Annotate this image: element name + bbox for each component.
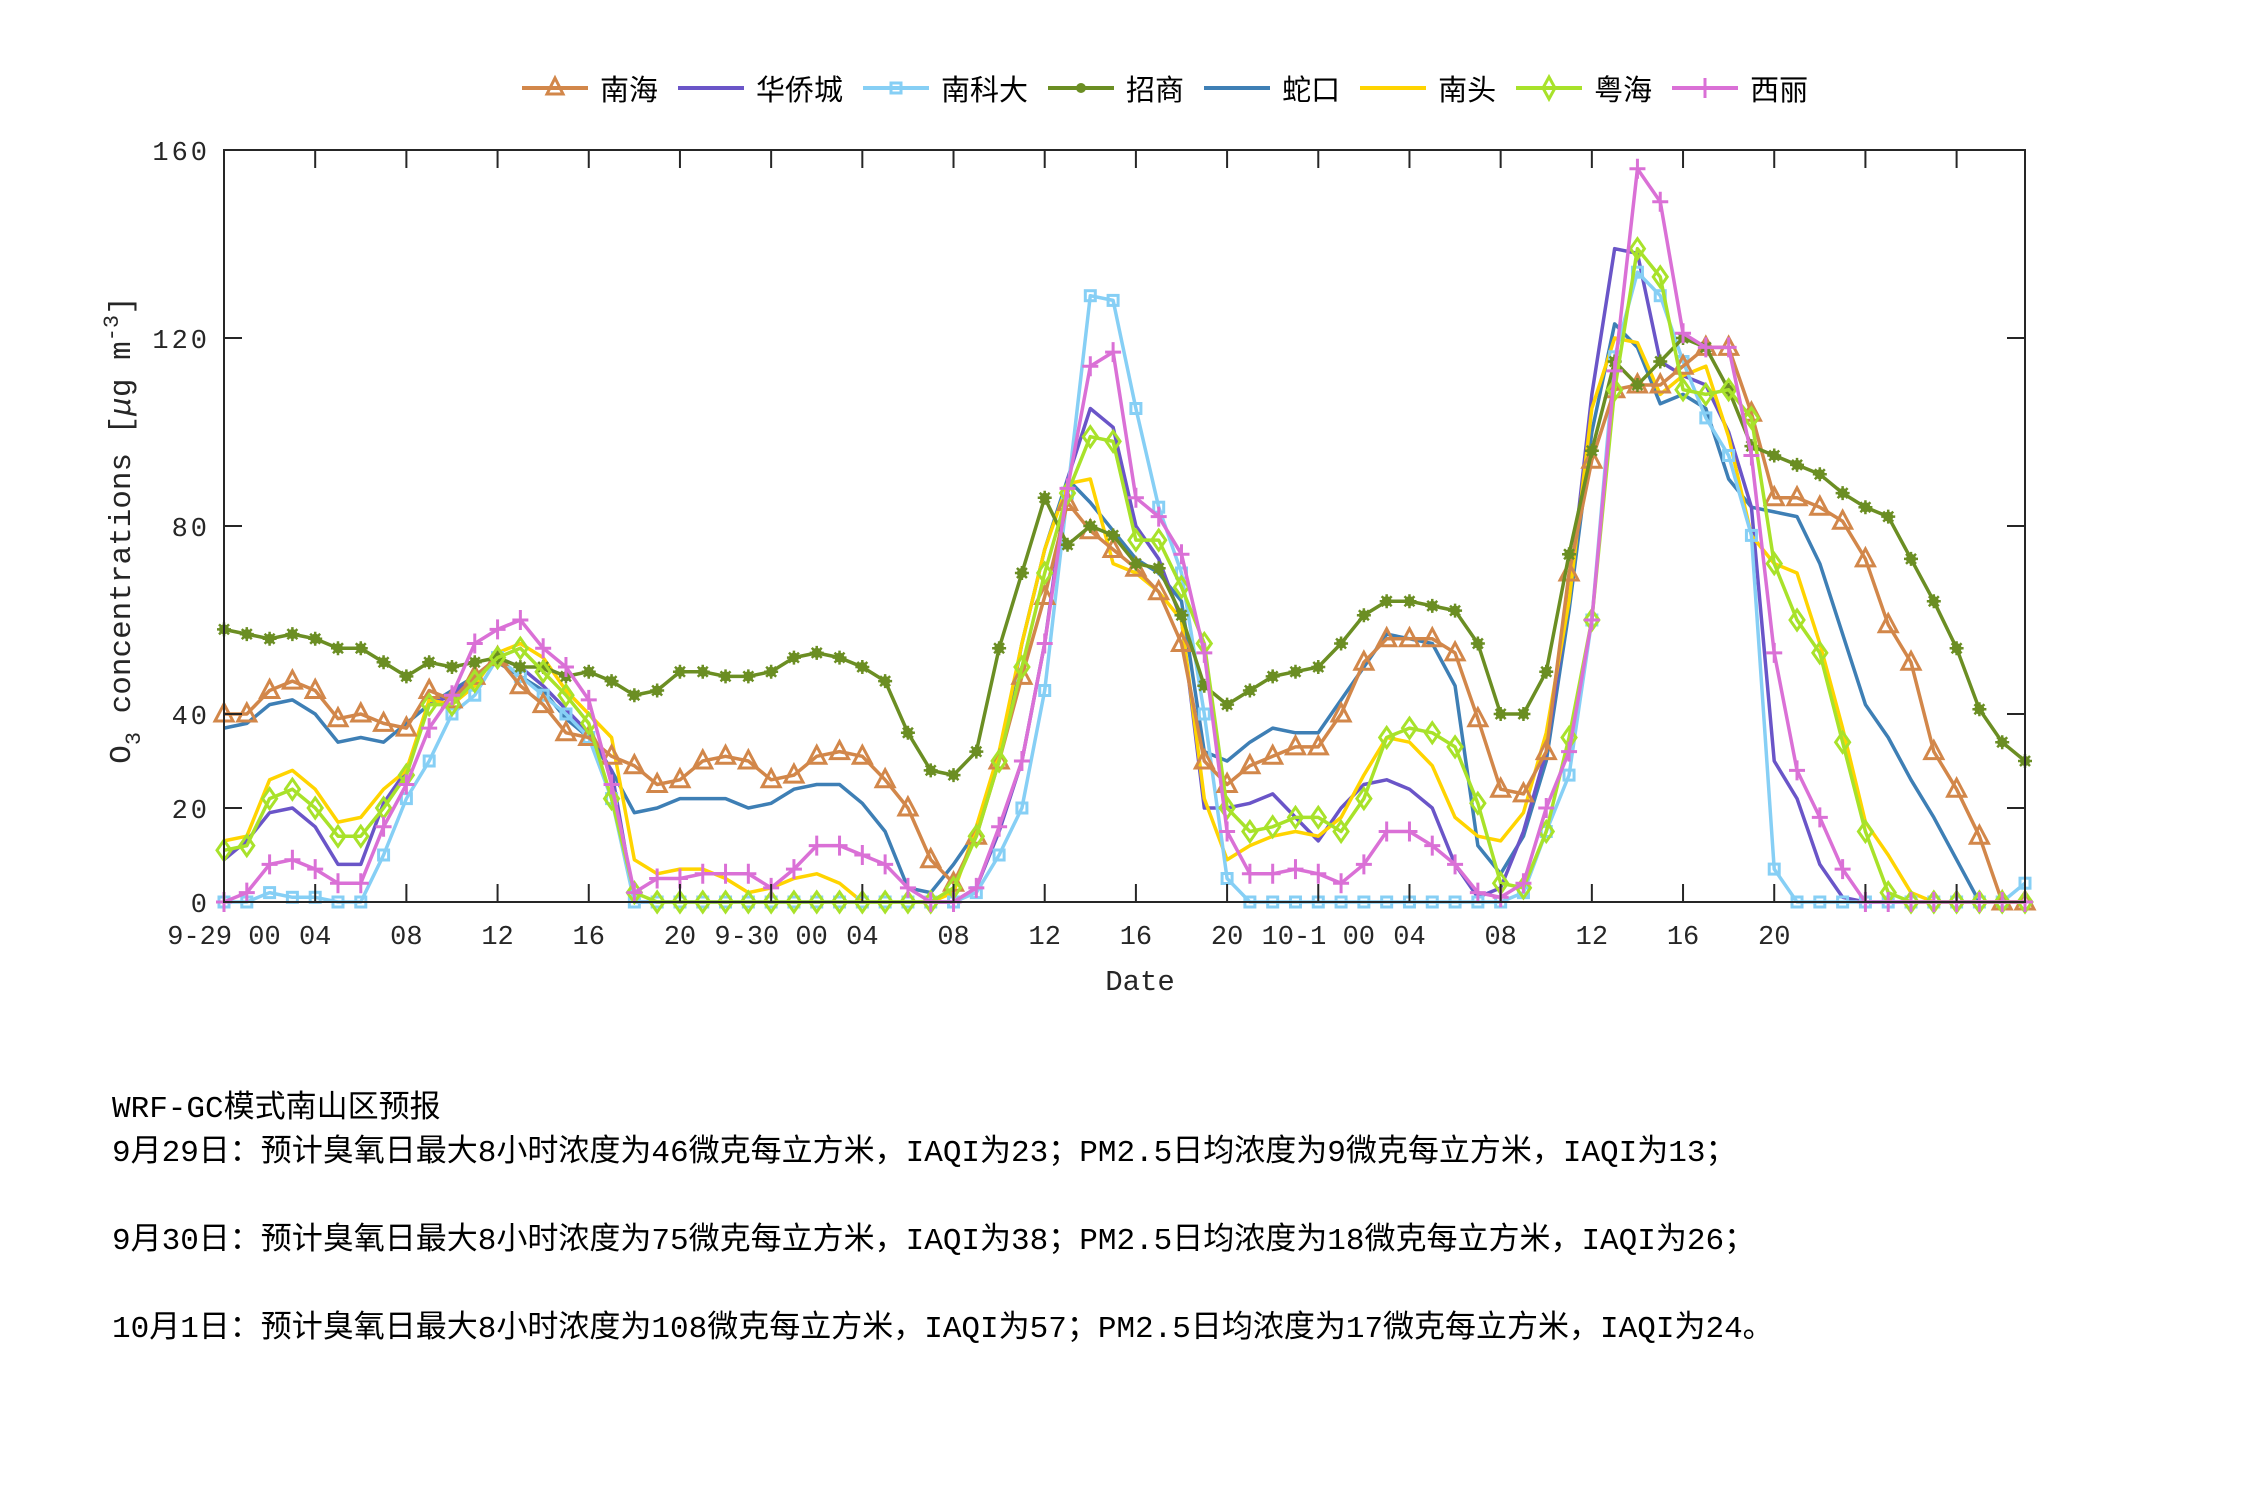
forecast-line-1001: 10月1日：预计臭氧日最大8小时浓度为108微克每立方米，IAQI为57；PM2… — [112, 1312, 1774, 1347]
y-axis-label: O3 concentrations [μg m-3] — [100, 296, 147, 764]
x-tick-label: 16 — [573, 923, 605, 953]
o3-line-chart: 0 20 40 80 120 160 9-29 00 04 08 12 16 20 9-30 00 04… — [100, 139, 2037, 999]
legend-swatch-diamond-icon — [1516, 73, 1583, 103]
y-tick-label: 80 — [172, 515, 210, 545]
legend-item-huaqiaocheng: 华侨城 — [676, 67, 843, 109]
x-axis: 9-29 00 04 08 12 16 20 9-30 00 04 08 12 16 20 10-1 0… — [167, 150, 1958, 953]
legend-item-xili: 西丽 — [1670, 67, 1808, 109]
x-tick-label: 04 — [846, 923, 878, 953]
legend-label: 南头 — [1438, 73, 1497, 107]
y-tick-label: 120 — [152, 327, 210, 357]
forecast-title: WRF-GC模式南山区预报 — [112, 1092, 441, 1127]
series-招商 — [217, 331, 2032, 783]
legend-swatch-square-icon — [863, 81, 930, 95]
legend-item-yuehai: 粤海 — [1514, 67, 1652, 109]
legend-label: 招商 — [1126, 73, 1185, 107]
legend-label: 南科大 — [941, 73, 1029, 107]
legend-label: 蛇口 — [1282, 73, 1341, 107]
x-tick-label: 20 — [1211, 923, 1243, 953]
legend-item-nanhai: 南海 — [520, 67, 658, 109]
x-tick-label: 08 — [1484, 923, 1516, 953]
legend-swatch-plus-icon — [1672, 78, 1739, 98]
legend-label: 华侨城 — [756, 73, 844, 107]
x-tick-label: 16 — [1120, 923, 1152, 953]
svg-text:O3 concentrations [μg m-3]: O3 concentrations [μg m-3] — [100, 296, 147, 764]
x-tick-label: 10-1 00 — [1262, 923, 1375, 953]
x-tick-label: 04 — [299, 923, 331, 953]
chart-legend: 南海 华侨城 南科大 招商 蛇口 南头 粤海 西丽 — [520, 66, 1826, 110]
legend-item-nantou: 南头 — [1358, 67, 1496, 109]
plot-series-group — [212, 158, 2037, 915]
legend-item-shekou: 蛇口 — [1202, 67, 1340, 109]
legend-swatch-line-icon — [1360, 86, 1427, 90]
x-tick-label: 9-30 00 — [714, 923, 827, 953]
legend-swatch-star-icon — [1048, 83, 1115, 93]
y-tick-label: 20 — [172, 797, 210, 827]
x-tick-label: 08 — [937, 923, 969, 953]
y-tick-label: 0 — [191, 891, 210, 921]
legend-swatch-line-icon — [1204, 86, 1271, 90]
forecast-line-0930: 9月30日：预计臭氧日最大8小时浓度为75微克每立方米，IAQI为38；PM2.… — [112, 1224, 1756, 1259]
x-tick-label: 12 — [1576, 923, 1608, 953]
legend-label: 南海 — [600, 73, 659, 107]
x-tick-label: 20 — [664, 923, 696, 953]
series-西丽 — [216, 158, 2033, 912]
legend-item-nankeda: 南科大 — [861, 67, 1028, 109]
y-tick-label: 40 — [172, 703, 210, 733]
legend-label: 西丽 — [1750, 73, 1809, 107]
y-axis: 0 20 40 80 120 160 — [152, 139, 2025, 921]
x-axis-label: Date — [1105, 966, 1175, 999]
series-粤海 — [215, 236, 2034, 915]
x-tick-label: 08 — [390, 923, 422, 953]
y-tick-label: 160 — [152, 139, 210, 169]
x-tick-label: 16 — [1667, 923, 1699, 953]
legend-item-zhaoshang: 招商 — [1046, 67, 1184, 109]
legend-label: 粤海 — [1594, 73, 1653, 107]
forecast-text-block: WRF-GC模式南山区预报 9月29日：预计臭氧日最大8小时浓度为46微克每立方… — [112, 1088, 1774, 1352]
legend-swatch-triangle-icon — [522, 74, 588, 96]
x-tick-label: 12 — [1029, 923, 1061, 953]
legend-swatch-line-icon — [678, 86, 745, 90]
x-tick-label: 9-29 00 — [167, 923, 280, 953]
forecast-line-0929: 9月29日：预计臭氧日最大8小时浓度为46微克每立方米，IAQI为23；PM2.… — [112, 1136, 1737, 1171]
x-tick-label: 04 — [1393, 923, 1425, 953]
x-tick-label: 20 — [1758, 923, 1790, 953]
x-tick-label: 12 — [481, 923, 513, 953]
